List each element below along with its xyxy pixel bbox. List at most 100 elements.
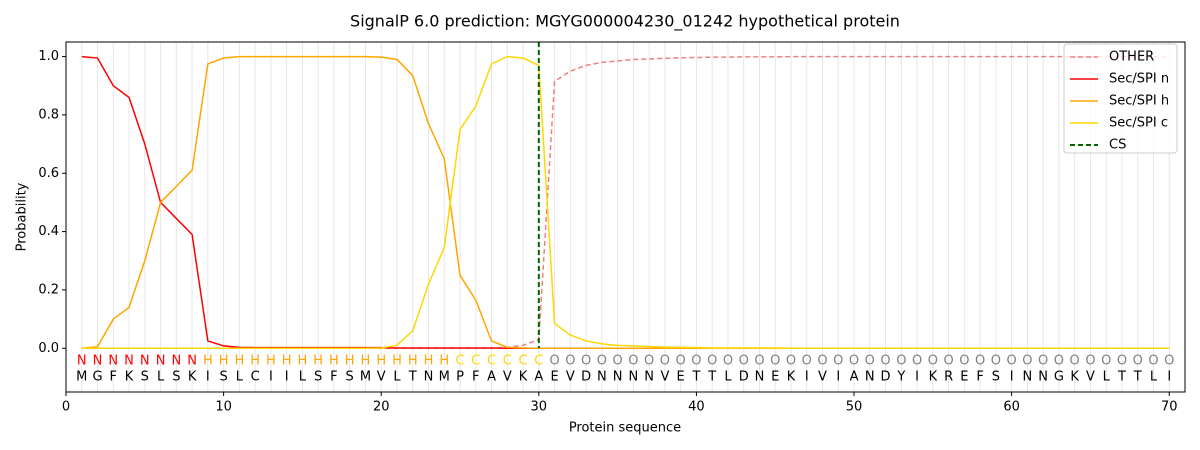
region-label: O	[1070, 354, 1080, 369]
region-label: H	[203, 354, 213, 369]
residue-label: V	[1086, 370, 1095, 385]
residue-label: E	[960, 370, 968, 385]
region-label: O	[1117, 354, 1127, 369]
residue-label: N	[865, 370, 875, 385]
residue-label: L	[393, 370, 401, 385]
series-line	[81, 55, 1170, 349]
region-label: O	[880, 354, 890, 369]
region-label: O	[975, 354, 985, 369]
region-label: N	[171, 354, 181, 369]
region-label: C	[503, 354, 512, 369]
residue-label: M	[76, 370, 87, 385]
residue-label: L	[1150, 370, 1158, 385]
region-label: O	[660, 354, 670, 369]
region-label: H	[424, 354, 434, 369]
residue-label: C	[251, 370, 260, 385]
residue-label: I	[836, 370, 840, 385]
region-label: H	[266, 354, 276, 369]
residue-label: N	[644, 370, 654, 385]
residue-label: I	[206, 370, 210, 385]
residue-label: I	[1010, 370, 1014, 385]
residue-label: L	[1103, 370, 1111, 385]
residue-label: N	[613, 370, 623, 385]
region-label: O	[928, 354, 938, 369]
residue-label: S	[141, 370, 149, 385]
region-label: O	[896, 354, 906, 369]
region-label: O	[707, 354, 717, 369]
region-label: H	[408, 354, 418, 369]
residue-label: V	[503, 370, 512, 385]
region-label: O	[770, 354, 780, 369]
region-label: H	[282, 354, 292, 369]
region-label: O	[1038, 354, 1048, 369]
x-tick-label: 70	[1161, 400, 1178, 415]
region-label: O	[754, 354, 764, 369]
residue-label: L	[157, 370, 165, 385]
residue-label: D	[581, 370, 591, 385]
residue-label: I	[269, 370, 273, 385]
legend-box	[1063, 43, 1178, 154]
residue-label: V	[818, 370, 827, 385]
residue-label: V	[566, 370, 575, 385]
region-label: N	[156, 354, 166, 369]
residue-label: F	[976, 370, 983, 385]
region-label: C	[519, 354, 528, 369]
region-label: H	[313, 354, 323, 369]
region-label: O	[691, 354, 701, 369]
region-label: H	[250, 354, 260, 369]
residue-label: A	[534, 370, 543, 385]
x-tick-label: 30	[531, 400, 548, 415]
series-line	[81, 55, 1170, 349]
residue-label: T	[707, 370, 716, 385]
region-label: O	[565, 354, 575, 369]
region-label: O	[1054, 354, 1064, 369]
residue-label: N	[629, 370, 639, 385]
region-label: H	[219, 354, 229, 369]
residue-label: F	[472, 370, 479, 385]
residue-label: L	[236, 370, 244, 385]
residue-label: K	[125, 370, 134, 385]
residue-label: N	[1023, 370, 1033, 385]
x-tick-label: 0	[62, 400, 70, 415]
legend-label: OTHER	[1109, 50, 1154, 65]
x-tick-label: 20	[373, 400, 390, 415]
residue-label: V	[377, 370, 386, 385]
residue-label: V	[660, 370, 669, 385]
region-label: O	[943, 354, 953, 369]
region-label: O	[628, 354, 638, 369]
region-label: O	[1148, 354, 1158, 369]
region-label: O	[1022, 354, 1032, 369]
residue-label: R	[944, 370, 953, 385]
residue-label: G	[1054, 370, 1064, 385]
residue-label: N	[597, 370, 607, 385]
residue-label: M	[360, 370, 371, 385]
region-label: O	[865, 354, 875, 369]
region-label: H	[392, 354, 402, 369]
region-label: N	[124, 354, 134, 369]
residue-label: T	[408, 370, 417, 385]
residue-label: F	[330, 370, 337, 385]
region-label: O	[597, 354, 607, 369]
x-tick-label: 60	[1003, 400, 1020, 415]
region-label: O	[786, 354, 796, 369]
region-label: H	[439, 354, 449, 369]
residue-label: S	[346, 370, 354, 385]
residue-label: I	[805, 370, 809, 385]
residue-label: E	[677, 370, 685, 385]
y-tick-label: 1.0	[38, 49, 59, 64]
region-label: O	[644, 354, 654, 369]
x-axis-label: Protein sequence	[569, 421, 681, 436]
residue-label: N	[424, 370, 434, 385]
y-axis-label: Probability	[15, 182, 30, 251]
region-label: O	[739, 354, 749, 369]
residue-label: S	[172, 370, 180, 385]
region-label: O	[1085, 354, 1095, 369]
region-label: H	[376, 354, 386, 369]
region-label: O	[817, 354, 827, 369]
region-label: O	[1101, 354, 1111, 369]
residue-label: E	[771, 370, 779, 385]
residue-label: S	[314, 370, 322, 385]
residue-label: K	[519, 370, 528, 385]
